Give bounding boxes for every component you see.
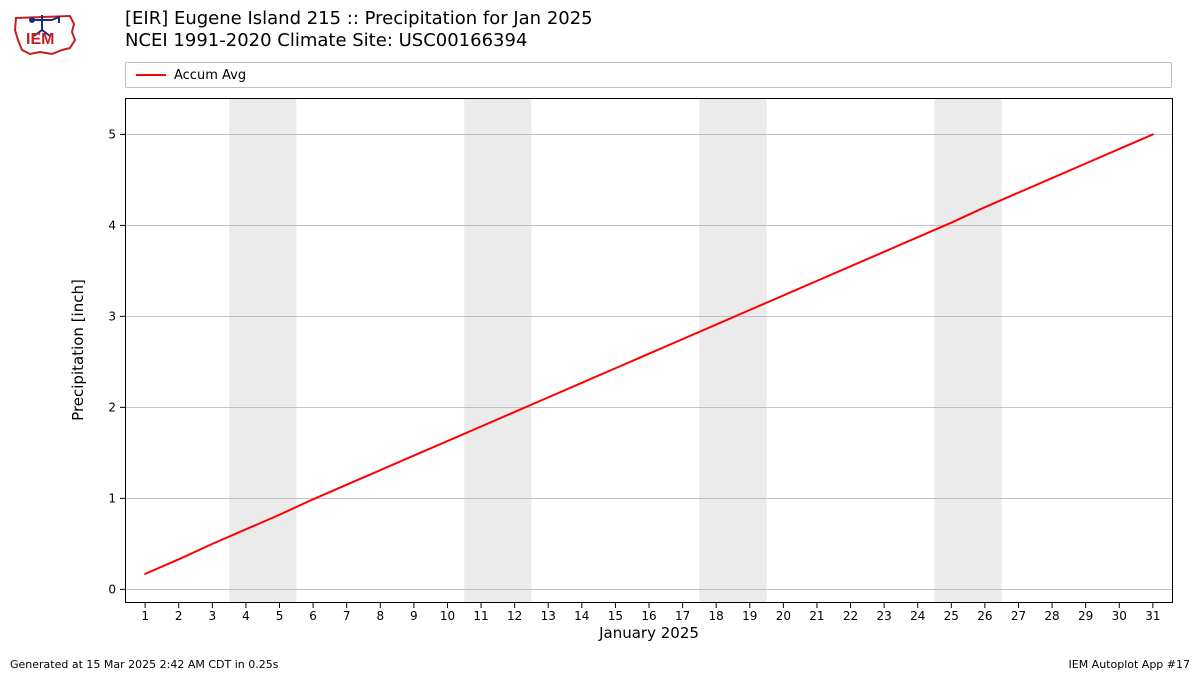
xtick-label: 16 bbox=[641, 609, 656, 623]
xtick-label: 6 bbox=[309, 609, 317, 623]
footer-right: IEM Autoplot App #17 bbox=[1069, 658, 1191, 671]
xtick-label: 11 bbox=[473, 609, 488, 623]
legend-swatch-0 bbox=[136, 74, 166, 76]
xtick-label: 31 bbox=[1145, 609, 1160, 623]
xtick-label: 25 bbox=[944, 609, 959, 623]
xtick-label: 18 bbox=[709, 609, 724, 623]
plot-svg: 1234567891011121314151617181920212223242… bbox=[125, 98, 1173, 603]
xtick-label: 30 bbox=[1112, 609, 1127, 623]
xtick-label: 15 bbox=[608, 609, 623, 623]
xtick-label: 12 bbox=[507, 609, 522, 623]
xtick-label: 14 bbox=[574, 609, 589, 623]
ytick-label: 4 bbox=[108, 218, 116, 232]
footer-left: Generated at 15 Mar 2025 2:42 AM CDT in … bbox=[10, 658, 278, 671]
xtick-label: 22 bbox=[843, 609, 858, 623]
xtick-label: 19 bbox=[742, 609, 757, 623]
xtick-label: 3 bbox=[209, 609, 217, 623]
weekend-band-1 bbox=[464, 98, 531, 603]
iem-logo: IEM bbox=[12, 10, 82, 58]
xtick-label: 23 bbox=[876, 609, 891, 623]
weekend-band-2 bbox=[699, 98, 766, 603]
ytick-label: 5 bbox=[108, 127, 116, 141]
legend-label-0: Accum Avg bbox=[174, 68, 246, 83]
xtick-label: 7 bbox=[343, 609, 351, 623]
xtick-label: 21 bbox=[809, 609, 824, 623]
xtick-label: 29 bbox=[1078, 609, 1093, 623]
title-line-2: NCEI 1991-2020 Climate Site: USC00166394 bbox=[125, 30, 593, 52]
xtick-label: 9 bbox=[410, 609, 418, 623]
logo-text: IEM bbox=[26, 31, 54, 48]
xtick-label: 1 bbox=[141, 609, 149, 623]
xtick-label: 13 bbox=[541, 609, 556, 623]
xtick-label: 10 bbox=[440, 609, 455, 623]
x-axis-label: January 2025 bbox=[125, 624, 1173, 642]
ytick-label: 0 bbox=[108, 582, 116, 596]
title-block: [EIR] Eugene Island 215 :: Precipitation… bbox=[125, 8, 593, 52]
weekend-band-0 bbox=[229, 98, 296, 603]
xtick-label: 4 bbox=[242, 609, 250, 623]
xtick-label: 8 bbox=[376, 609, 384, 623]
xtick-label: 28 bbox=[1044, 609, 1059, 623]
page-root: IEM [EIR] Eugene Island 215 :: Precipita… bbox=[0, 0, 1200, 675]
plot-area: 1234567891011121314151617181920212223242… bbox=[125, 98, 1173, 603]
y-axis-label: Precipitation [inch] bbox=[69, 279, 87, 421]
xtick-label: 20 bbox=[776, 609, 791, 623]
xtick-label: 5 bbox=[276, 609, 284, 623]
legend: Accum Avg bbox=[125, 62, 1172, 88]
ytick-label: 3 bbox=[108, 309, 116, 323]
ytick-label: 2 bbox=[108, 400, 116, 414]
xtick-label: 26 bbox=[977, 609, 992, 623]
xtick-label: 24 bbox=[910, 609, 925, 623]
ytick-label: 1 bbox=[108, 491, 116, 505]
title-line-1: [EIR] Eugene Island 215 :: Precipitation… bbox=[125, 8, 593, 30]
xtick-label: 17 bbox=[675, 609, 690, 623]
xtick-label: 2 bbox=[175, 609, 183, 623]
xtick-label: 27 bbox=[1011, 609, 1026, 623]
weekend-band-3 bbox=[935, 98, 1002, 603]
